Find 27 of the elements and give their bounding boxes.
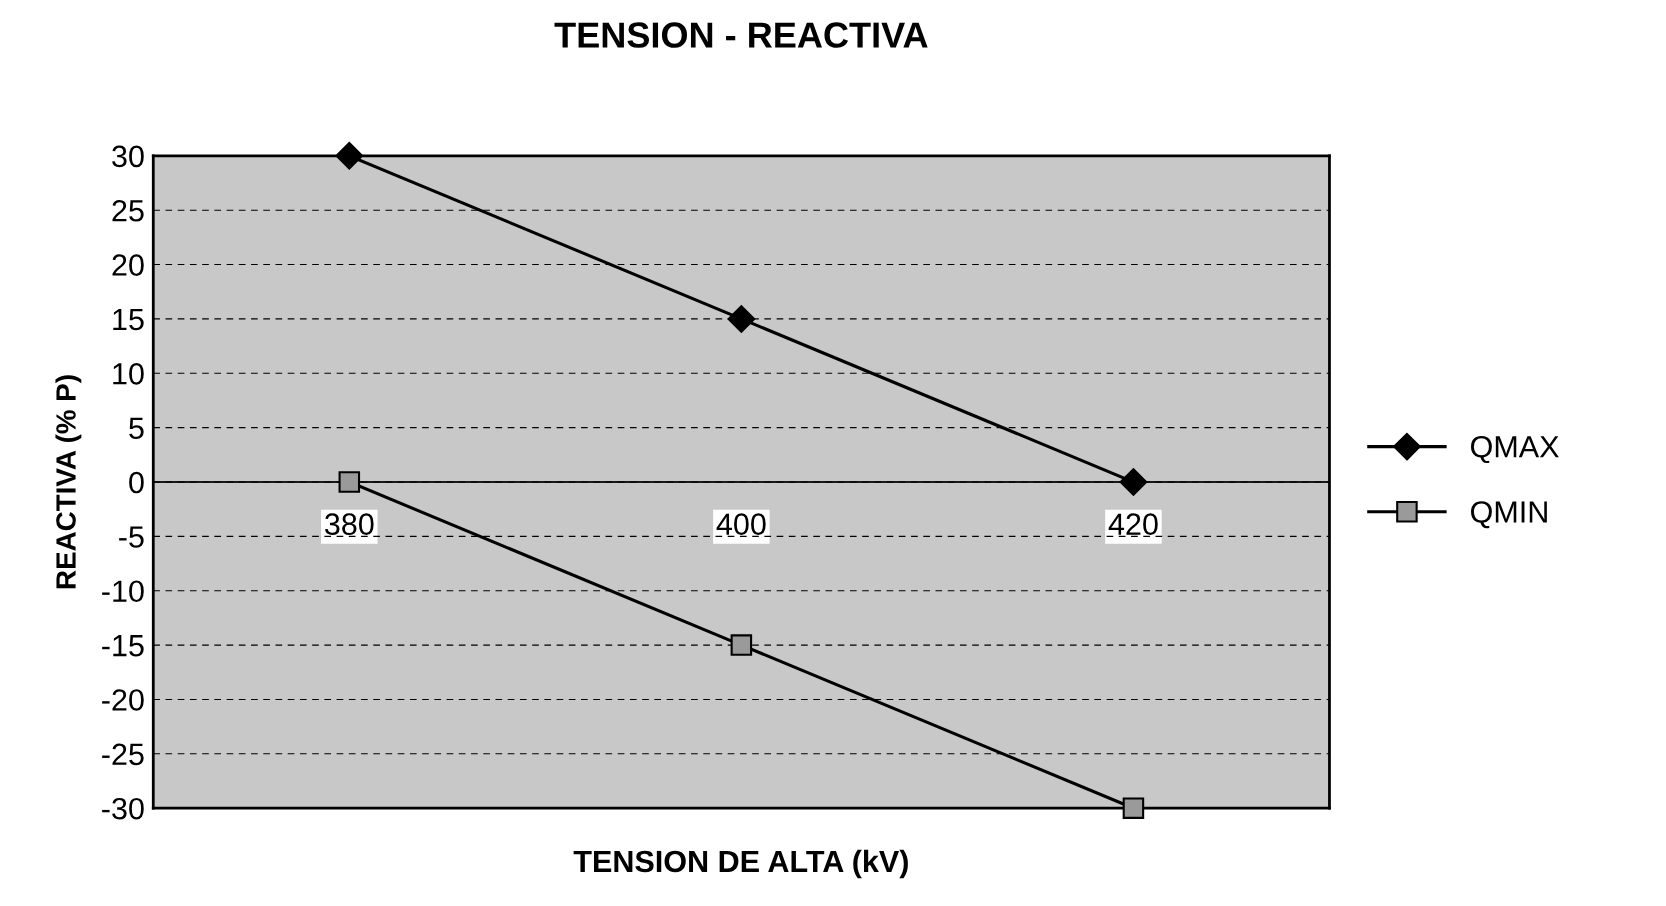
point xyxy=(727,305,756,333)
y-tick-label: 0 xyxy=(129,471,144,494)
point xyxy=(730,634,753,656)
legend-label: QMIN xyxy=(1471,501,1547,529)
y-tick-label: -25 xyxy=(102,743,144,766)
y-tick-label: -5 xyxy=(119,526,144,548)
point xyxy=(335,142,364,170)
x-axis-title: TENSION DE ALTA (kV) xyxy=(573,849,908,879)
y-tick-label: 5 xyxy=(129,417,144,439)
y-tick-label: -15 xyxy=(102,635,144,657)
x-tick-label: 380 xyxy=(324,513,374,535)
y-tick-label: 20 xyxy=(112,254,144,276)
y-tick-label: -10 xyxy=(102,580,144,603)
chart-title: TENSION - REACTIVA xyxy=(554,22,928,48)
x-tick-label: 420 xyxy=(1108,513,1158,535)
y-tick-label: -30 xyxy=(102,797,144,820)
y-tick-label: 10 xyxy=(113,363,144,385)
y-tick-label: -20 xyxy=(102,689,144,711)
y-tick-label: 15 xyxy=(113,308,144,331)
legend-label: QMAX xyxy=(1471,435,1559,464)
y-tick-label: 25 xyxy=(112,199,144,222)
point xyxy=(1122,797,1145,819)
y-axis-title: REACTIVA (% P) xyxy=(55,375,82,589)
x-tick-label: 400 xyxy=(716,513,766,535)
point xyxy=(338,471,361,493)
y-tick-label: 30 xyxy=(112,145,144,168)
point xyxy=(1119,468,1148,496)
